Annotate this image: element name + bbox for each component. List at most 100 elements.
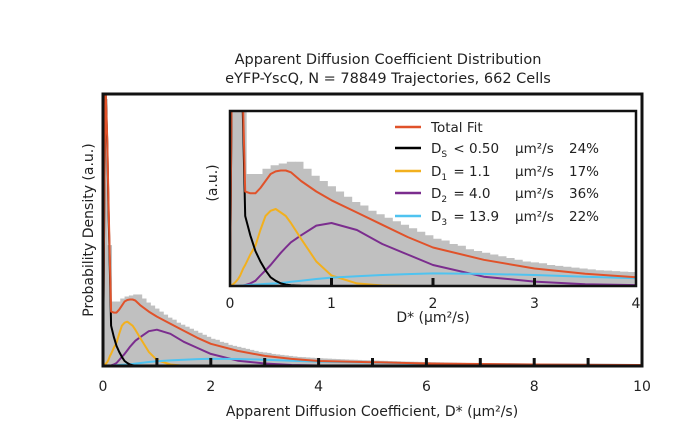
inset-histogram-bar [433,238,442,286]
histogram-bar [228,344,233,366]
inset-histogram-bar [278,163,288,286]
inset-histogram-bar [368,210,377,286]
inset-histogram-bar [335,191,345,286]
inset-x-tick-label: 2 [429,296,438,312]
legend-entry: D2 = 4.0 µm²/s 36% [395,186,599,205]
histogram-bar [184,326,190,366]
inset-y-axis-label: (a.u.) [205,164,221,201]
legend-label: D2 = 4.0 [431,186,491,205]
legend-unit: µm²/s [515,186,554,202]
histogram-bar [103,99,108,366]
inset-histogram-bar [384,217,393,286]
inset-histogram-bar [481,252,491,286]
inset-histogram-bar [465,249,474,286]
histogram-bar [176,322,182,366]
histogram-bar [236,346,242,366]
histogram-bar [146,302,151,366]
main-plot: 0 2 4 6 8 10 [99,92,651,395]
histogram-bar [120,298,125,366]
inset-orange-curve [230,111,636,286]
inset-histogram-bar [343,196,353,286]
histogram-bar [159,311,164,366]
histogram-bar [193,330,199,366]
inset-histogram-bar [424,235,434,286]
x-tick-label: 10 [633,379,651,395]
chart-title: Apparent Diffusion Coefficient Distribut… [235,52,542,68]
legend-label: D1 = 1.1 [431,164,491,183]
x-tick-label: 4 [314,379,323,395]
inset-histogram-bar [230,111,239,286]
inset-histogram-bar [441,240,450,286]
inset-histogram-bar [254,174,263,286]
histogram-bar [215,339,220,366]
histogram-bar [219,341,225,366]
legend-unit: µm²/s [515,141,554,157]
histogram-bar [137,294,143,366]
legend-entry: D1 = 1.1 µm²/s 17% [395,164,599,183]
inset-histogram-bar [489,254,499,286]
inset-x-tick-label: 4 [632,296,641,312]
chart-subtitle: eYFP-YscQ, N = 78849 Trajectories, 662 C… [225,71,551,87]
histogram-bar [206,336,212,366]
histogram-bar [154,308,160,366]
inset-histogram-bar [497,256,507,286]
histogram-bar [171,319,177,366]
legend: Total Fit DS < 0.50 µm²/s 24% D1 = 1.1 µm²/s 1… [395,120,599,228]
histogram-bar [232,345,238,366]
legend-entry: D3 = 13.9 µm²/s 22% [395,209,599,228]
inset-x-tick-label: 1 [327,296,336,312]
legend-entry: Total Fit [395,120,483,136]
histogram-bar [128,295,134,366]
inset-histogram-bar [457,245,466,286]
x-axis-label: Apparent Diffusion Coefficient, D* (µm²/… [226,404,518,420]
histogram-bar [167,317,173,366]
inset-histogram-bar [303,168,312,286]
inset-histogram-bar [522,261,531,286]
inset-histogram-bar [416,231,426,286]
inset-histogram-bar [246,174,255,286]
legend-label: D3 = 13.9 [431,209,499,228]
legend-percent: 17% [569,164,599,180]
histogram-bar [124,296,130,366]
legend-label: Total Fit [430,120,483,136]
inset-histogram-bar [514,259,523,286]
yellow-curve [103,320,642,366]
inset-x-tick-label: 3 [530,296,539,312]
histogram-bar [240,347,246,366]
inset-histogram-bar [400,224,410,286]
x-tick-label: 0 [99,379,108,395]
legend-unit: µm²/s [515,209,554,225]
legend-percent: 24% [569,141,599,157]
inset-histogram-bar [319,181,328,286]
histogram-bar [163,314,169,366]
orange-curve [103,94,642,366]
inset-histogram-bar [351,202,361,286]
histogram-bar [180,324,186,366]
inset-x-tick-label: 0 [226,296,235,312]
inset-plot: 0 1 2 3 4 Total Fit DS < 0.50 µm²/s 24% D1 = 1.1… [226,109,641,312]
inset-histogram-bar [270,165,280,286]
y-axis-label: Probability Density (a.u.) [81,143,97,316]
inset-histogram-bar [359,205,369,286]
x-tick-label: 8 [530,379,539,395]
histogram-bar [245,348,251,366]
inset-histogram-bar [327,186,336,286]
legend-percent: 22% [569,209,599,225]
histogram-bar [210,338,216,366]
inset-histogram-bar [262,168,271,286]
inset-histogram-bar [376,214,385,286]
legend-unit: µm²/s [515,164,554,180]
inset-histogram-bar [294,161,304,286]
main-plot-frame [101,92,644,368]
histogram-bar [150,305,156,366]
x-tick-label: 2 [206,379,215,395]
legend-entry: DS < 0.50 µm²/s 24% [395,141,599,160]
histogram-bar [141,298,147,366]
inset-plot-frame [228,109,638,288]
histogram-bar [189,328,194,366]
x-tick-label: 6 [422,379,431,395]
inset-histogram-bar [311,175,320,286]
inset-yellow-curve [230,208,636,286]
inset-histogram-bar [506,258,515,286]
